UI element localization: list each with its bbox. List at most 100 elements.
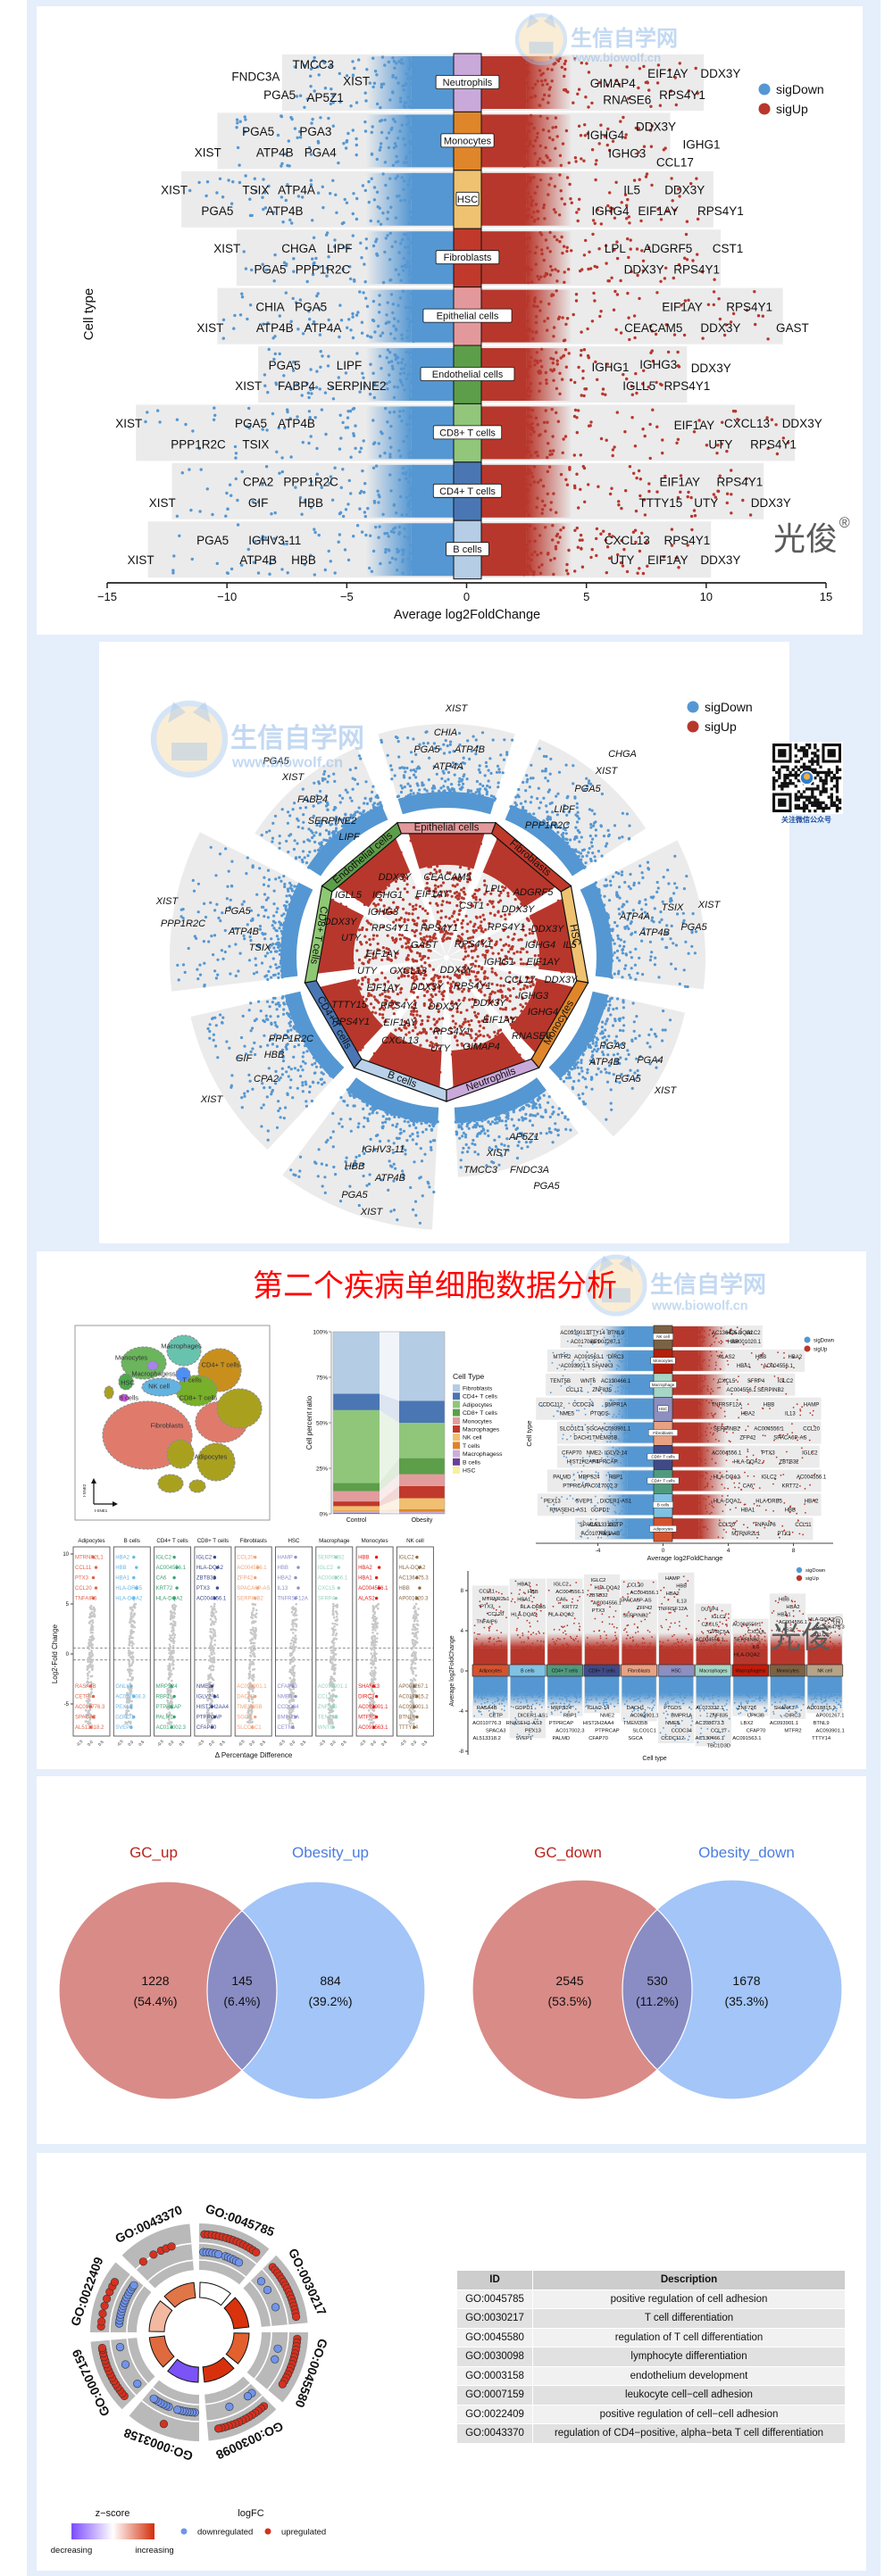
- sigdown-point: [279, 1107, 282, 1110]
- sigdown-point: [375, 252, 379, 256]
- sigup-point: [580, 565, 585, 569]
- sigup-point: [527, 513, 531, 517]
- sigup-point: [524, 185, 528, 189]
- sigup-point: [479, 915, 482, 918]
- sigup-point: [562, 88, 566, 92]
- sigdown-point: [412, 769, 416, 772]
- sigdown-point: [584, 861, 588, 865]
- sigdown-point: [402, 187, 405, 192]
- sigup-point: [543, 217, 547, 220]
- gene-label-up: UTY: [610, 553, 634, 567]
- sigup-point: [457, 912, 461, 916]
- sigdown-point: [346, 558, 351, 562]
- sigdown-point: [383, 63, 387, 67]
- sigdown-point: [411, 410, 415, 413]
- sigdown-point: [580, 858, 583, 861]
- sigdown-point: [228, 944, 231, 948]
- sigdown-point: [271, 919, 275, 923]
- sigup-point: [342, 993, 346, 997]
- sigdown-point: [407, 265, 411, 269]
- sigup-point: [522, 278, 526, 281]
- sigdown-point: [393, 385, 396, 389]
- sigdown-point: [176, 963, 179, 967]
- sigdown-point: [249, 1029, 253, 1033]
- sigup-point: [327, 938, 330, 943]
- sigup-point: [363, 1034, 366, 1037]
- sigup-point: [396, 863, 400, 867]
- sigdown-point: [579, 852, 583, 855]
- sigdown-point: [383, 118, 387, 122]
- sigup-point: [362, 896, 365, 901]
- sigdown-point: [271, 1090, 274, 1093]
- sigup-point: [673, 208, 677, 212]
- sigup-point: [350, 880, 354, 884]
- sigdown-point: [413, 794, 416, 799]
- sigdown-point: [278, 1004, 281, 1008]
- sigdown-point: [341, 468, 345, 471]
- sigup-point: [526, 295, 530, 299]
- sigup-point: [507, 864, 511, 868]
- sigup-point: [418, 905, 421, 909]
- gene-label-up: DDX3Y: [691, 361, 731, 375]
- sigup-point: [347, 1027, 351, 1031]
- sigdown-point: [418, 788, 421, 792]
- sigdown-point: [590, 809, 594, 812]
- sigup-point: [441, 937, 445, 941]
- sigdown-point: [412, 103, 415, 106]
- gene-label-down: CPA2: [243, 476, 273, 489]
- sigdown-point: [263, 1034, 266, 1037]
- sigup-point: [376, 942, 380, 945]
- sigdown-point: [405, 328, 410, 333]
- sigdown-point: [276, 133, 280, 137]
- sigdown-point: [301, 440, 305, 445]
- sigup-point: [766, 337, 770, 341]
- sigup-point: [448, 901, 452, 905]
- sigup-point: [522, 179, 526, 182]
- sigdown-point: [175, 514, 179, 518]
- sigdown-point: [408, 1124, 412, 1127]
- sigdown-point: [325, 1163, 329, 1167]
- sigup-point: [683, 256, 687, 260]
- sigup-point: [712, 290, 716, 294]
- sigdown-point: [402, 367, 406, 370]
- sigdown-point: [355, 810, 359, 814]
- sigdown-point: [412, 58, 415, 62]
- sigdown-point: [531, 817, 535, 820]
- sigdown-point: [244, 118, 247, 121]
- sigdown-point: [234, 456, 238, 460]
- sigdown-point: [378, 294, 381, 297]
- sigdown-point: [340, 1125, 344, 1128]
- sigup-point: [593, 299, 597, 303]
- sigdown-point: [230, 202, 234, 205]
- sigup-point: [530, 268, 533, 271]
- sigdown-point: [407, 140, 412, 144]
- sigdown-point: [325, 274, 329, 278]
- sigdown-point: [267, 877, 271, 882]
- sigup-point: [366, 1035, 370, 1038]
- sigup-point: [340, 907, 344, 911]
- sigup-point: [371, 1010, 374, 1014]
- sigdown-point: [234, 452, 238, 455]
- gene-label-up: EIF1AY: [647, 67, 689, 80]
- sigdown-point: [285, 900, 289, 904]
- sigdown-point: [405, 260, 410, 263]
- sigdown-point: [364, 246, 369, 250]
- sigdown-point: [263, 909, 267, 912]
- sigdown-point: [405, 512, 409, 517]
- sigup-point: [524, 237, 528, 240]
- sigup-point: [496, 860, 500, 863]
- sigup-point: [608, 492, 613, 496]
- sigdown-point: [402, 409, 405, 413]
- sigdown-point: [274, 1002, 278, 1006]
- sigdown-point: [289, 1028, 293, 1032]
- sigup-density: [526, 464, 572, 518]
- sigup-point: [532, 430, 536, 434]
- sigdown-point: [529, 777, 533, 780]
- sigdown-point: [412, 523, 416, 528]
- sigdown-point: [420, 794, 423, 797]
- sigup-point: [522, 70, 526, 73]
- sigup-point: [605, 83, 609, 87]
- sigdown-point: [412, 335, 416, 338]
- sigup-point: [554, 125, 558, 129]
- sigup-point: [522, 232, 526, 236]
